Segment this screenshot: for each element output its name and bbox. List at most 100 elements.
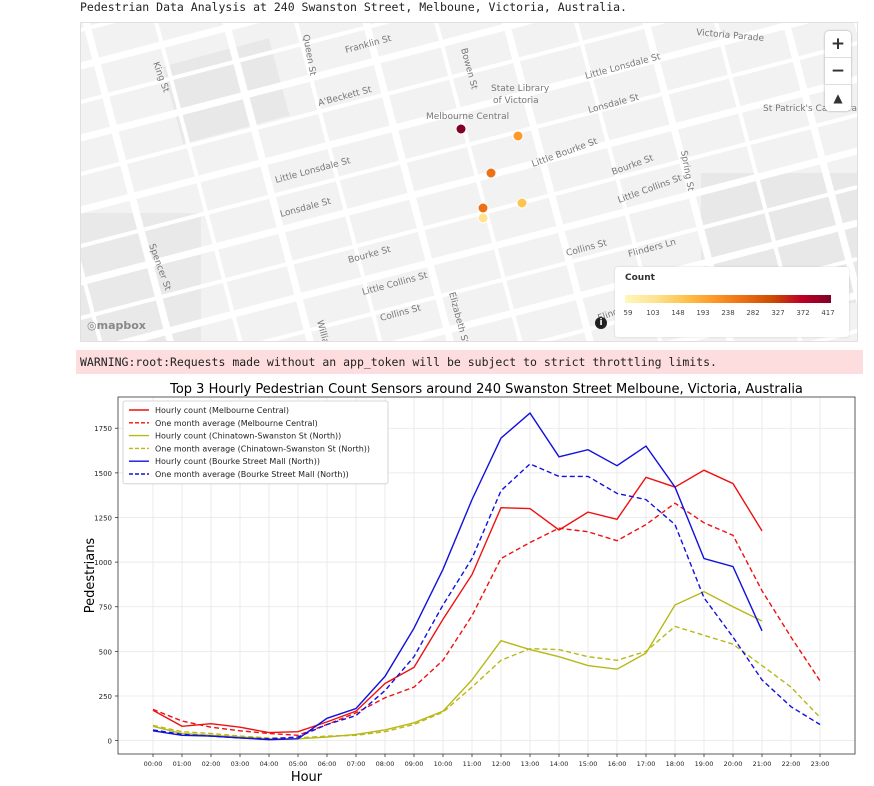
street-line (294, 23, 383, 341)
street-line (434, 23, 523, 341)
y-tick-label: 1750 (94, 425, 112, 433)
street-label: State Library (491, 84, 550, 94)
mapbox-logo[interactable]: ◎mapbox (87, 319, 146, 332)
street-line (154, 23, 243, 341)
street-line (81, 23, 391, 104)
minus-icon: − (830, 61, 846, 81)
y-axis-label: Pedestrians (83, 538, 98, 614)
legend-tick-label: 417 (821, 309, 835, 317)
x-tick-label: 08:00 (376, 760, 395, 768)
y-tick-label: 1500 (94, 470, 112, 478)
street-line (222, 23, 314, 341)
legend-tick-label: 327 (771, 309, 785, 317)
y-tick-label: 500 (99, 648, 112, 656)
street-line (81, 113, 857, 320)
x-axis-label: Hour (291, 770, 323, 785)
x-tick-label: 21:00 (753, 760, 772, 768)
legend-tick-label: 148 (671, 309, 685, 317)
street-line (81, 23, 811, 214)
x-tick-label: 06:00 (318, 760, 337, 768)
legend-tick-label: 103 (646, 309, 660, 317)
page-header: Pedestrian Data Analysis at 240 Swanston… (80, 0, 627, 14)
zoom-out-button[interactable]: − (825, 58, 851, 85)
street-label: Little Lonsdale St (584, 52, 662, 82)
x-tick-label: 10:00 (434, 760, 453, 768)
street-label: Little Lonsdale St (274, 156, 352, 186)
x-tick-label: 05:00 (289, 760, 308, 768)
compass-button[interactable]: ▲ (825, 85, 851, 111)
legend-tick-label: 193 (696, 309, 710, 317)
street-grid (81, 23, 857, 341)
x-tick-label: 15:00 (579, 760, 598, 768)
legend-tick-label: 238 (721, 309, 735, 317)
x-tick-label: 02:00 (202, 760, 221, 768)
x-tick-label: 11:00 (463, 760, 482, 768)
x-tick-label: 20:00 (724, 760, 743, 768)
info-icon[interactable]: i (595, 317, 607, 329)
sensor-marker[interactable] (485, 167, 497, 179)
x-tick-label: 23:00 (811, 760, 830, 768)
y-tick-label: 1000 (94, 559, 112, 567)
series-line-0 (152, 469, 763, 734)
y-tick-label: 0 (108, 738, 112, 746)
legend-label: One month average (Chinatown-Swanston St… (155, 444, 370, 453)
plus-icon: + (830, 34, 846, 54)
map-view[interactable]: King St Queen St Franklin St Bowen St Victor… (80, 22, 858, 342)
chart-title: Top 3 Hourly Pedestrian Count Sensors ar… (169, 382, 803, 397)
street-line (116, 147, 857, 341)
x-tick-label: 09:00 (405, 760, 424, 768)
street-line (362, 23, 454, 341)
legend-tick-label: 282 (746, 309, 760, 317)
zoom-in-button[interactable]: + (825, 31, 851, 58)
x-tick-label: 14:00 (550, 760, 569, 768)
x-tick-label: 22:00 (782, 760, 801, 768)
x-tick-label: 04:00 (260, 760, 279, 768)
sensor-marker[interactable] (477, 202, 489, 214)
map-legend: Count 59 103 148 193 238 282 327 372 417 (615, 267, 849, 337)
street-label: William (314, 319, 332, 342)
legend-label: One month average (Bourke Street Mall (N… (155, 470, 349, 479)
series-line-3 (152, 625, 821, 739)
sensor-marker[interactable] (455, 123, 467, 135)
y-tick-label: 1250 (94, 514, 112, 522)
plot-frame (117, 396, 856, 755)
x-tick-label: 00:00 (144, 760, 163, 768)
legend-label: Hourly count (Chinatown-Swanston St (Nor… (155, 432, 341, 441)
mapbox-logo-text: mapbox (96, 319, 146, 332)
series-line-1 (152, 502, 821, 737)
chart-legend: Hourly count (Melbourne Central) One mont… (122, 400, 389, 485)
series-line-5 (152, 463, 821, 740)
x-tick-label: 19:00 (695, 760, 714, 768)
y-tick-label: 250 (99, 693, 112, 701)
legend-box (122, 400, 389, 485)
street-label: Melbourne Central (426, 112, 509, 122)
x-tick-label: 07:00 (347, 760, 366, 768)
x-tick-label: 01:00 (173, 760, 192, 768)
warning-message: WARNING:root:Requests made without an ap… (76, 350, 863, 374)
x-tick-label: 18:00 (666, 760, 685, 768)
street-line (782, 23, 857, 305)
x-tick-label: 12:00 (492, 760, 511, 768)
y-tick-label: 750 (99, 604, 112, 612)
street-label: of Victoria (493, 96, 539, 106)
street-label: St Patrick's Cathedral (763, 104, 858, 114)
legend-ticks: 59 103 148 193 238 282 327 372 417 (624, 309, 841, 319)
x-tick-label: 03:00 (231, 760, 250, 768)
street-line (82, 23, 174, 341)
street-line (81, 23, 260, 70)
x-tick-label: 16:00 (608, 760, 627, 768)
sensor-marker[interactable] (516, 197, 528, 209)
legend-label: Hourly count (Bourke Street Mall (North)… (155, 457, 320, 466)
grid (118, 397, 855, 754)
series-line-4 (152, 412, 763, 741)
street-line (392, 219, 857, 341)
street-line (502, 23, 594, 341)
legend-label: Hourly count (Melbourne Central) (155, 406, 289, 415)
map-controls: + − ▲ (825, 31, 851, 111)
sensor-marker[interactable] (477, 212, 489, 224)
legend-colorbar (625, 295, 831, 303)
sensor-marker[interactable] (512, 130, 524, 142)
street-line (81, 41, 857, 248)
street-line (81, 260, 103, 341)
